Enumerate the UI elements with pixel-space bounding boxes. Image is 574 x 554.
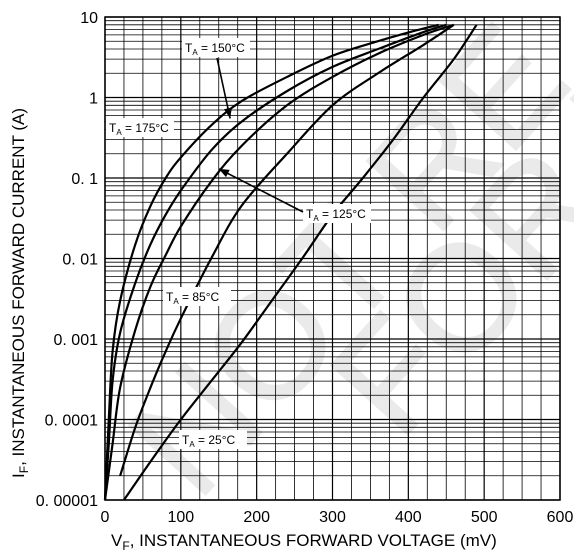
annotation-label-sub: A [116, 128, 122, 137]
annotation-label-t: T [166, 290, 174, 304]
y-tick-label: 0. 001 [54, 332, 99, 349]
curve-85c [119, 23, 455, 477]
curve-125c [103, 23, 455, 501]
annotation-150c: TA = 150°C [182, 38, 250, 57]
y-axis-title: IF, INSTANTANEOUS FORWARD CURRENT (A) [9, 108, 31, 478]
y-tick-labels: 0. 00001 0. 0001 0. 001 0. 01 0. 1 1 10 [36, 10, 98, 510]
annotation-label-sub: A [173, 297, 179, 306]
annotation-label: TA = 125°C [306, 207, 366, 223]
annotation-box [106, 118, 174, 137]
annotation-label-t: T [185, 41, 193, 55]
annotation-label-value: = 25°C [195, 433, 236, 447]
annotation-arrowhead [218, 168, 230, 178]
annotation-label-sub: A [313, 214, 319, 223]
x-tick-label: 200 [243, 509, 270, 526]
annotation-175c: TA = 175°C [106, 118, 174, 137]
plot-frame [104, 16, 561, 501]
annotation-label-value: = 85°C [179, 290, 220, 304]
annotation-label-value: = 150°C [198, 41, 245, 55]
annotation-label-t: T [306, 207, 314, 221]
x-tick-labels: 0 100 200 300 400 500 600 [101, 509, 574, 526]
curve-150c [103, 23, 447, 501]
annotation-label: TA = 150°C [185, 41, 245, 57]
annotation-box [163, 287, 231, 306]
y-axis-title-main: I [9, 473, 28, 478]
plot-border [104, 16, 561, 501]
annotation-label: TA = 25°C [182, 433, 236, 449]
x-axis-title: VF, INSTANTANEOUS FORWARD VOLTAGE (mV) [111, 531, 497, 553]
annotation-label-value: = 125°C [319, 207, 366, 221]
y-axis-title-sub: F [17, 466, 31, 473]
x-tick-label: 500 [471, 509, 498, 526]
annotation-label-value: = 175°C [122, 121, 169, 135]
x-axis-title-main: V [111, 531, 123, 550]
x-tick-label: 100 [167, 509, 194, 526]
annotation-label-sub: A [189, 440, 195, 449]
annotation-label: TA = 175°C [109, 121, 169, 137]
curve-175c [103, 23, 439, 501]
y-tick-label: 0. 1 [71, 171, 98, 188]
annotation-box [179, 430, 247, 449]
x-axis-title-rest: , INSTANTANEOUS FORWARD VOLTAGE (mV) [130, 531, 497, 550]
y-tick-label: 0. 00001 [36, 493, 98, 510]
annotation-label: TA = 85°C [166, 290, 220, 306]
curves [103, 23, 478, 501]
annotation-arrowhead [223, 107, 232, 119]
annotation-label-sub: A [192, 48, 198, 57]
annotation-25c: TA = 25°C [179, 430, 247, 449]
annotation-85c: TA = 85°C [163, 287, 231, 306]
annotation-label-t: T [182, 433, 190, 447]
x-tick-label: 400 [395, 509, 422, 526]
y-axis-title-rest: , INSTANTANEOUS FORWARD CURRENT (A) [9, 108, 28, 466]
annotation-box [182, 38, 250, 57]
curve-25c [123, 24, 478, 501]
x-tick-label: 300 [319, 509, 346, 526]
x-tick-label: 600 [547, 509, 574, 526]
y-tick-label: 0. 01 [62, 252, 98, 269]
y-tick-label: 0. 0001 [45, 413, 98, 430]
annotation-125c: TA = 125°C [303, 204, 371, 223]
series-annotations: TA = 175°CTA = 150°CTA = 125°CTA = 85°CT… [106, 38, 371, 449]
y-tick-label: 1 [89, 91, 98, 108]
x-axis-title-sub: F [122, 539, 129, 553]
annotation-box [303, 204, 371, 223]
y-tick-label: 10 [80, 10, 98, 27]
x-tick-label: 0 [101, 509, 110, 526]
annotation-arrow [216, 57, 231, 119]
annotation-arrow [218, 168, 304, 213]
annotation-label-t: T [109, 121, 117, 135]
